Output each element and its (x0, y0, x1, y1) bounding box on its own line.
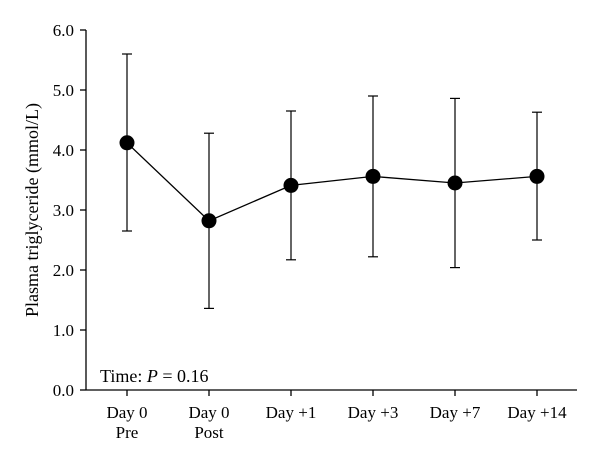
x-tick-label-line: Day 0 (106, 403, 147, 422)
data-point (201, 213, 217, 229)
data-point (529, 168, 545, 184)
x-tick-label-line: Pre (116, 423, 139, 442)
data-point (365, 168, 381, 184)
p-value-annotation: Time: P = 0.16 (100, 366, 209, 386)
y-tick-label: 2.0 (53, 261, 74, 280)
y-tick-label: 5.0 (53, 81, 74, 100)
x-tick-label-line: Post (194, 423, 224, 442)
x-tick-label: Day +14 (507, 403, 567, 422)
x-tick-label: Day +1 (266, 403, 317, 422)
data-point (283, 177, 299, 193)
x-tick-label-line: Day +3 (348, 403, 399, 422)
x-tick-label-line: Day +1 (266, 403, 317, 422)
y-tick-label: 6.0 (53, 21, 74, 40)
series-line (126, 142, 538, 222)
y-tick-label: 4.0 (53, 141, 74, 160)
series-polyline (126, 142, 538, 222)
y-axis: 0.0 1.0 2.0 3.0 4.0 5.0 6.0 (53, 21, 87, 400)
x-tick-label: Day +7 (430, 403, 481, 422)
y-tick-label: 1.0 (53, 321, 74, 340)
y-axis-label: Plasma triglyceride (mmol/L) (22, 103, 43, 317)
x-tick-label: Day +3 (348, 403, 399, 422)
y-tick-label: 0.0 (53, 381, 74, 400)
x-tick-label-line: Day +7 (430, 403, 481, 422)
annotation-value: = 0.16 (158, 366, 209, 386)
data-point (447, 175, 463, 191)
x-tick-label: Day 0 Pre (106, 403, 147, 442)
x-tick-label-line: Day +14 (507, 403, 567, 422)
x-tick-label-line: Day 0 (188, 403, 229, 422)
annotation-prefix: Time: (100, 366, 147, 386)
x-tick-label: Day 0 Post (188, 403, 229, 442)
annotation-p-symbol: P (146, 366, 158, 386)
y-tick-label: 3.0 (53, 201, 74, 220)
data-points (119, 135, 545, 229)
data-point (119, 135, 135, 151)
